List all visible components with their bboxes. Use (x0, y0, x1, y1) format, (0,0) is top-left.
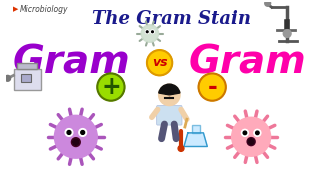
FancyBboxPatch shape (157, 106, 182, 125)
Polygon shape (184, 133, 207, 147)
Text: The Gram Stain: The Gram Stain (92, 10, 251, 28)
Circle shape (146, 30, 149, 33)
Circle shape (248, 139, 254, 145)
Wedge shape (159, 84, 180, 95)
Circle shape (5, 75, 11, 81)
Circle shape (79, 129, 86, 136)
Circle shape (256, 131, 259, 135)
Circle shape (54, 115, 97, 158)
Circle shape (65, 129, 73, 136)
Circle shape (97, 73, 124, 101)
Circle shape (152, 31, 153, 33)
Bar (192, 125, 200, 133)
Circle shape (146, 31, 148, 33)
Bar (13, 69, 41, 90)
Circle shape (243, 131, 247, 135)
Circle shape (232, 117, 271, 156)
Circle shape (147, 50, 172, 75)
Circle shape (151, 30, 154, 33)
Text: Gram: Gram (188, 44, 306, 82)
Bar (21, 74, 31, 82)
Circle shape (171, 92, 173, 94)
Circle shape (159, 84, 180, 106)
Circle shape (283, 30, 291, 37)
Circle shape (165, 92, 168, 94)
Circle shape (241, 129, 248, 136)
Text: +: + (101, 75, 121, 99)
Text: Gram: Gram (13, 44, 131, 82)
Circle shape (265, 0, 271, 6)
Circle shape (198, 73, 226, 101)
Text: Microbiology: Microbiology (19, 5, 68, 14)
Circle shape (81, 130, 84, 134)
Circle shape (141, 25, 159, 42)
Text: ▶: ▶ (12, 6, 18, 12)
Text: vs: vs (152, 56, 167, 69)
Circle shape (67, 130, 71, 134)
Circle shape (73, 139, 79, 145)
Circle shape (254, 129, 261, 136)
Text: -: - (207, 75, 217, 99)
Bar (17, 63, 37, 69)
Circle shape (178, 145, 184, 151)
